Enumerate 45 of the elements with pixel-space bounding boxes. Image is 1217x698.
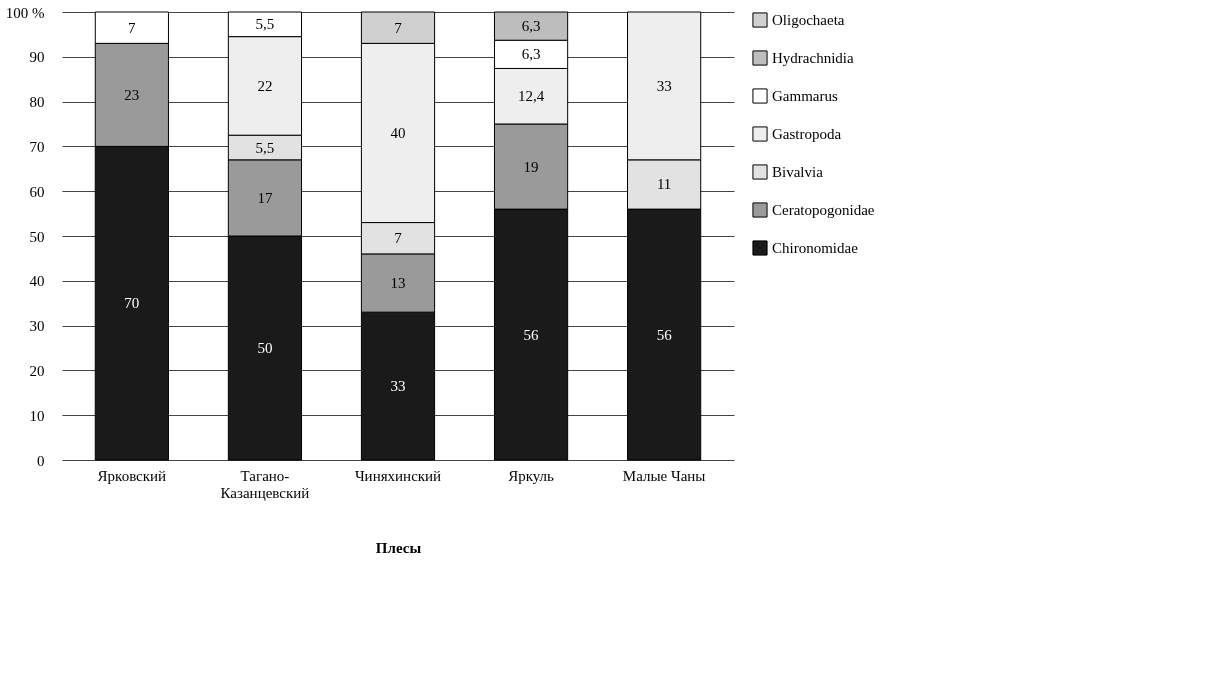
data-label: 11: [656, 176, 672, 193]
data-label: 40: [390, 124, 406, 141]
data-label: 7: [394, 230, 403, 247]
data-label: 17: [257, 189, 273, 206]
data-label: 33: [390, 378, 406, 395]
data-label: 12,4: [517, 88, 545, 105]
x-tick-label: Малые Чаны: [622, 467, 706, 484]
data-label: 6,3: [521, 46, 541, 63]
y-tick-label: 100 %: [5, 4, 45, 21]
legend-label: Gastropoda: [772, 126, 842, 142]
data-label: 70: [124, 295, 140, 312]
legend-label: Oligochaeta: [772, 12, 845, 28]
x-tick-label: Яркуль: [508, 467, 555, 484]
legend-label: Bivalvia: [772, 164, 824, 180]
y-tick-label: 10: [29, 407, 45, 424]
y-tick-label: 90: [29, 49, 45, 66]
x-tick-label: Ярковский: [97, 467, 167, 484]
data-label: 23: [124, 86, 140, 103]
y-tick-label: 40: [29, 273, 45, 290]
y-tick-label: 60: [29, 183, 45, 200]
data-label: 22: [257, 77, 273, 94]
legend-label: Hydrachnidia: [772, 50, 854, 66]
data-label: 50: [257, 340, 273, 356]
x-axis-title: Плесы: [375, 539, 422, 556]
x-tick-label: Тагано-Казанцевский: [220, 467, 310, 501]
data-label: 56: [656, 326, 673, 343]
data-label: 5,5: [255, 139, 275, 156]
data-label: 5,5: [255, 16, 275, 33]
data-label: 13: [390, 275, 406, 292]
y-tick-label: 20: [29, 362, 45, 379]
y-tick-label: 50: [29, 228, 45, 245]
y-tick-label: 30: [29, 318, 45, 335]
y-tick-label: 0: [37, 452, 45, 469]
data-label: 7: [394, 19, 403, 36]
legend-label: Ceratopogonidae: [772, 202, 875, 218]
legend-label: Gammarus: [772, 88, 838, 104]
x-tick-label: Чиняхинский: [354, 467, 442, 484]
data-label: 33: [656, 77, 672, 94]
data-label: 6,3: [521, 18, 541, 35]
data-label: 19: [523, 158, 539, 175]
y-tick-label: 70: [29, 138, 45, 155]
data-label: 7: [128, 19, 137, 36]
data-label: 56: [523, 326, 540, 343]
legend-label: Chironomidae: [772, 240, 859, 256]
y-tick-label: 80: [29, 94, 45, 111]
